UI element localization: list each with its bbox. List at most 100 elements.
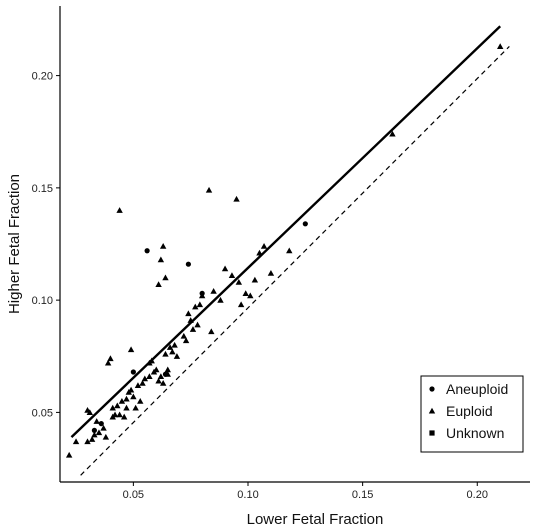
euploid-point: [116, 207, 123, 213]
euploid-point: [217, 296, 224, 303]
euploid-point: [189, 326, 197, 332]
euploid-point: [139, 380, 146, 386]
euploid-point: [228, 272, 236, 278]
euploid-point: [91, 431, 98, 438]
euploid-point: [102, 433, 110, 440]
euploid-point: [157, 373, 165, 380]
euploid-point: [155, 281, 162, 287]
euploid-point: [155, 377, 162, 384]
reference-lines: [70, 25, 510, 476]
y-tick-label: 0.20: [32, 71, 53, 83]
y-axis-title: Higher Fetal Fraction: [6, 174, 23, 314]
euploid-point: [159, 380, 167, 386]
euploid-point: [164, 371, 171, 377]
y-tick-label: 0.15: [32, 183, 53, 195]
euploid-point: [221, 265, 229, 272]
euploid-point: [123, 404, 130, 411]
euploid-point: [132, 404, 139, 411]
euploid-point: [120, 413, 128, 420]
x-tick-label: 0.20: [467, 489, 488, 501]
euploid-point: [260, 243, 268, 249]
euploid-point: [153, 366, 160, 373]
euploid-point: [159, 243, 167, 249]
euploid-point: [109, 404, 116, 411]
euploid-point: [86, 409, 94, 415]
axes: [59, 6, 530, 483]
euploid-point: [169, 348, 176, 355]
legend-box: [420, 375, 524, 453]
euploid-point: [208, 328, 215, 335]
aneuploid-point: [130, 369, 136, 375]
euploid-point: [256, 249, 263, 256]
euploid-point: [233, 195, 240, 202]
euploid-point: [185, 310, 192, 317]
euploid-point: [72, 438, 80, 445]
euploid-point: [65, 451, 73, 458]
euploid-point: [237, 301, 245, 308]
euploid-point: [389, 130, 396, 137]
euploid-point: [162, 274, 169, 281]
euploid-point: [100, 424, 107, 431]
solid-fit-line: [70, 25, 502, 438]
euploid-point: [196, 301, 204, 308]
x-tick-label: 0.15: [352, 489, 373, 501]
legend-label: Euploid: [446, 403, 493, 419]
euploid-point: [111, 411, 119, 418]
euploid-point: [198, 292, 206, 299]
euploid-point: [88, 436, 96, 442]
x-axis-title: Lower Fetal Fraction: [247, 511, 384, 528]
euploid-point: [123, 395, 130, 402]
euploid-point: [137, 397, 144, 404]
euploid-point: [194, 321, 201, 328]
euploid-point: [205, 186, 213, 193]
aneuploid-point: [302, 221, 308, 227]
euploid-point: [247, 292, 254, 299]
euploid-point: [162, 350, 169, 357]
euploid-point: [173, 353, 181, 359]
y-tick-label: 0.05: [32, 407, 53, 419]
euploid-point: [107, 355, 114, 362]
euploid-point: [116, 411, 123, 418]
euploid-point: [95, 429, 103, 436]
euploid-point: [127, 386, 135, 393]
aneuploid-point: [98, 421, 104, 427]
x-tick-label: 0.05: [123, 489, 144, 501]
euploid-point: [286, 247, 293, 254]
euploid-point: [171, 341, 178, 348]
euploid-point: [157, 256, 165, 263]
euploid-point: [146, 373, 153, 380]
euploid-point: [118, 397, 126, 404]
euploid-point: [496, 43, 504, 49]
euploid-point: [267, 269, 275, 276]
legend: Aneuploid Euploid Unknown: [420, 375, 524, 453]
y-tick-label: 0.10: [32, 295, 53, 307]
aneuploid-point: [144, 248, 150, 254]
legend-label: Aneuploid: [446, 381, 508, 397]
tick-marks-and-labels: 0.05 0.10 0.15 0.20 0.05 0.10 0.15 0.20: [32, 71, 488, 501]
euploid-point: [192, 303, 199, 310]
euploid-point: [130, 393, 137, 400]
euploid-point: [148, 357, 155, 364]
euploid-point: [166, 344, 174, 350]
euploid-point: [210, 287, 217, 294]
dashed-reference-line: [80, 45, 510, 476]
aneuploid-point: [91, 427, 97, 433]
euploid-point: [93, 418, 100, 424]
euploid-point: [164, 366, 171, 373]
euploid-point: [182, 337, 190, 344]
euploid-point: [235, 278, 243, 285]
aneuploid-point: [185, 261, 191, 267]
euploid-point: [114, 402, 121, 409]
euploid-point: [187, 317, 194, 323]
euploid-point: [84, 438, 91, 445]
euploid-point: [251, 276, 259, 283]
euploid-point: [127, 346, 135, 353]
euploid-point: [104, 359, 112, 366]
euploid-point: [242, 290, 249, 296]
legend-euploid-marker: [428, 407, 436, 414]
legend-label: Unknown: [446, 425, 504, 441]
euploid-point: [141, 375, 149, 382]
legend-aneuploid-marker: [429, 386, 435, 392]
euploid-point: [180, 332, 188, 339]
